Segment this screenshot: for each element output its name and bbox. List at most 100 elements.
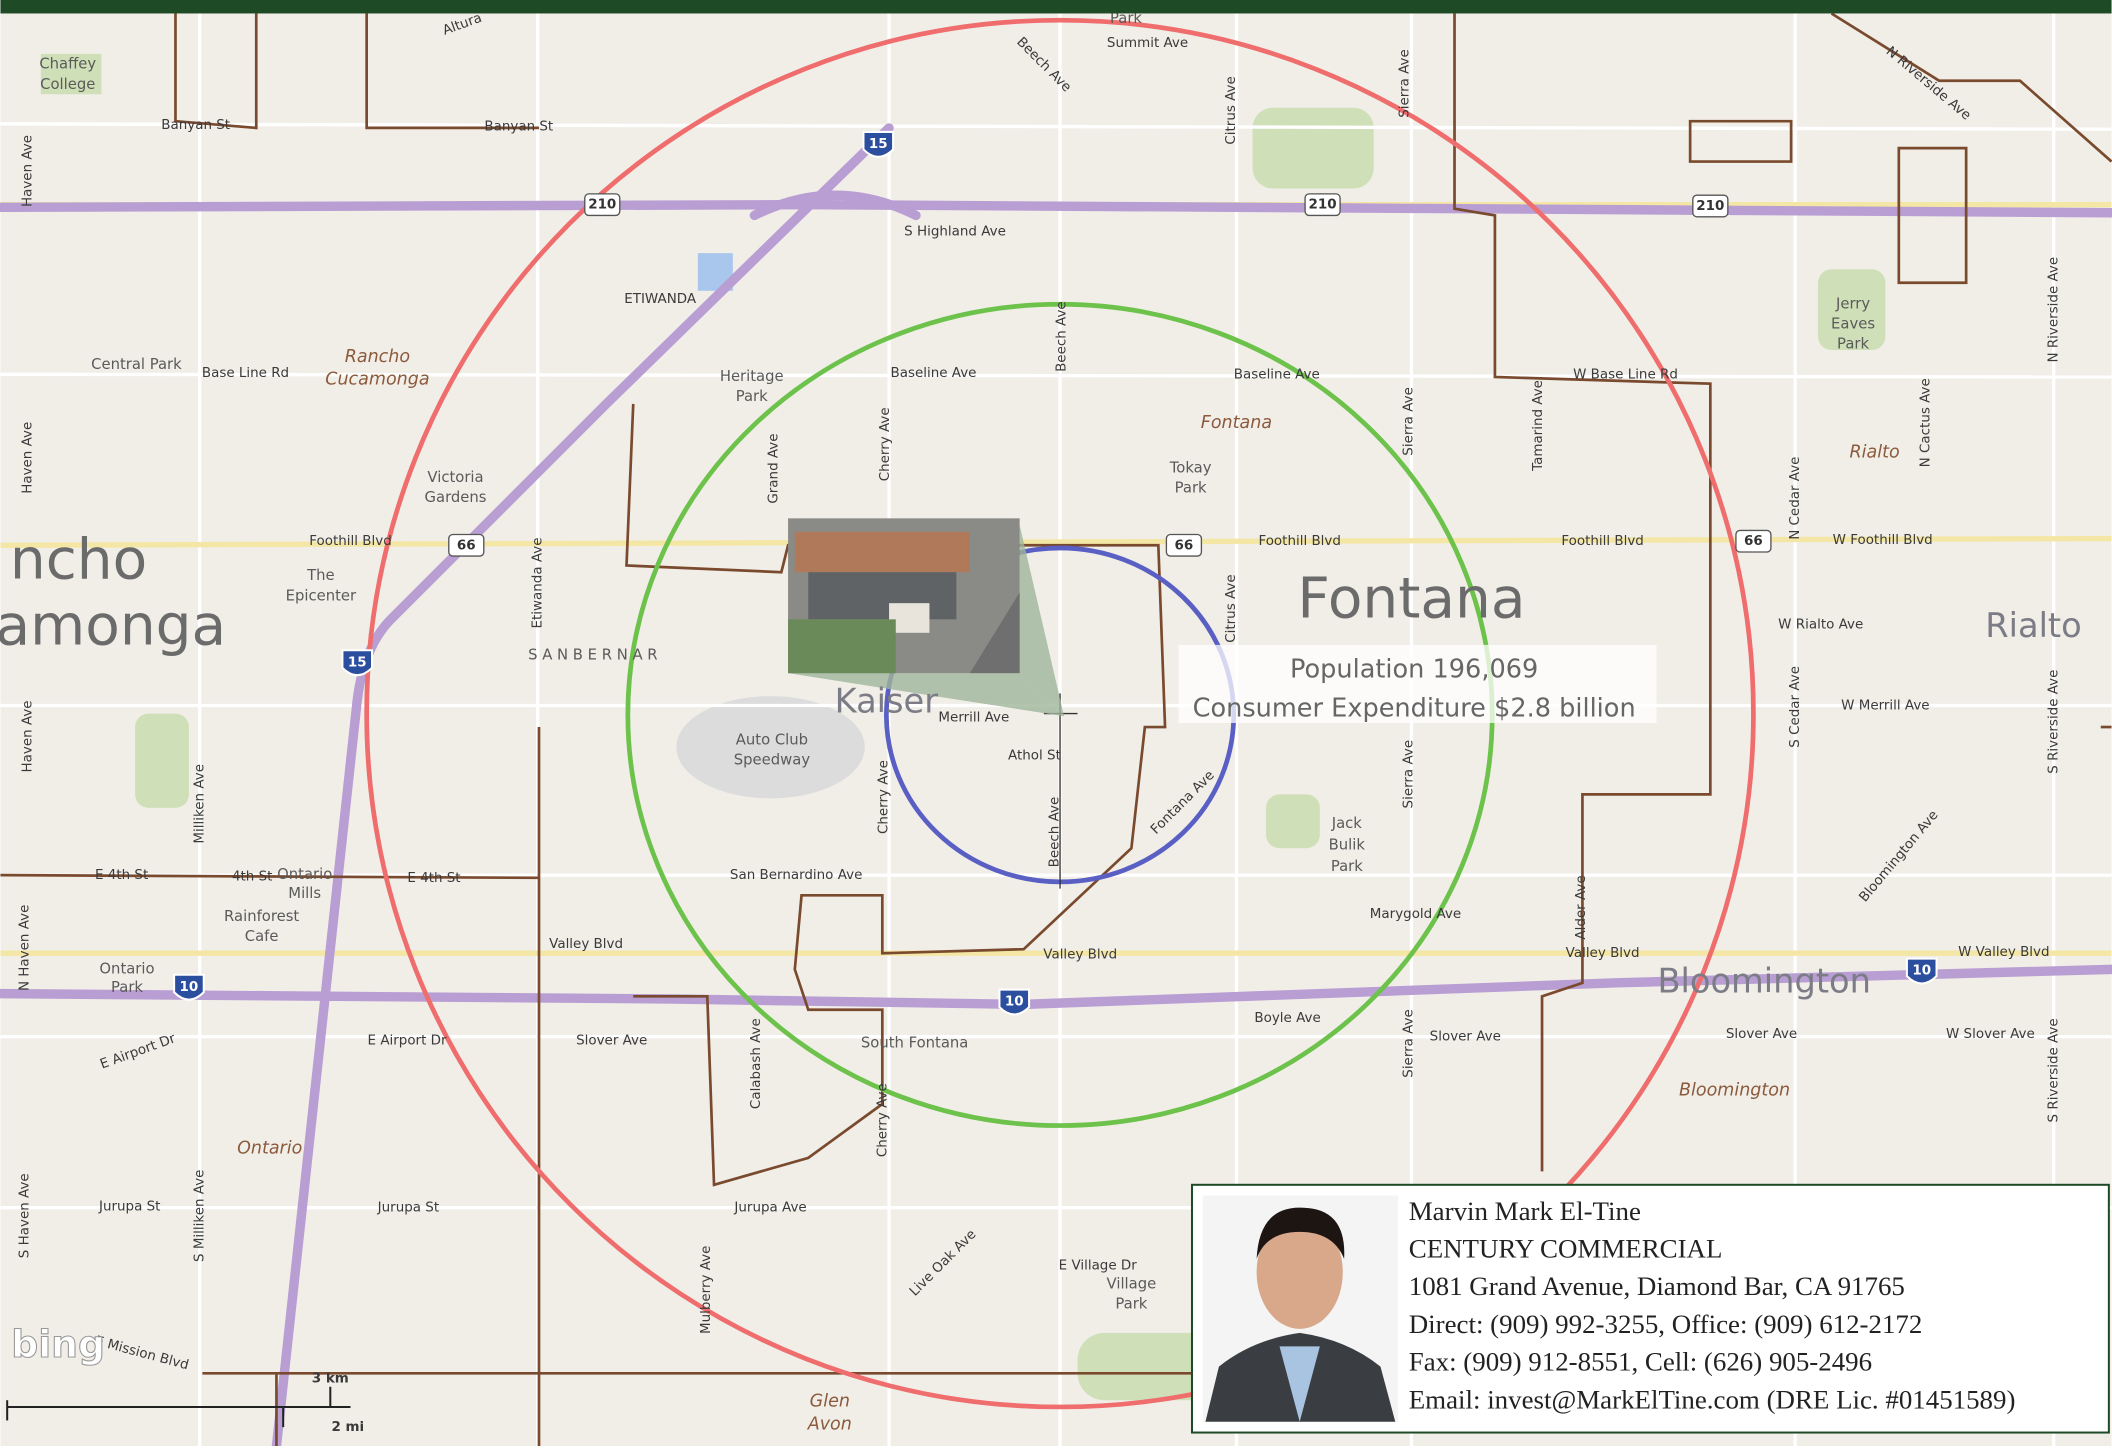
- map-label: Eaves: [1831, 315, 1875, 332]
- map-label: Bloomington: [1679, 1081, 1790, 1101]
- map-label: Baseline Ave: [1234, 367, 1320, 382]
- map-label: Slover Ave: [1726, 1027, 1797, 1042]
- map-label: Park: [736, 388, 768, 405]
- map-label: E Airport Dr: [368, 1034, 447, 1049]
- shield-label: 10: [1005, 995, 1024, 1010]
- map-label: W Merrill Ave: [1841, 698, 1929, 713]
- contact-fax: Fax: (909) 912-8551, Cell: (626) 905-249…: [1409, 1347, 1872, 1377]
- map-label: Cherry Ave: [877, 760, 892, 834]
- map-label: Calabash Ave: [749, 1018, 764, 1109]
- map-label: Valley Blvd: [549, 937, 623, 952]
- contact-name: Marvin Mark El-Tine: [1409, 1196, 1641, 1226]
- contact-email: Email: invest@MarkElTine.com (DRE Lic. #…: [1409, 1384, 2016, 1414]
- map-label: Haven Ave: [20, 700, 35, 772]
- map-label: S Riverside Ave: [2047, 670, 2062, 774]
- map-label: E Village Dr: [1059, 1259, 1138, 1274]
- map-label: Park: [1837, 336, 1869, 353]
- map-label: Base Line Rd: [202, 366, 289, 381]
- shield-label: 15: [348, 655, 367, 670]
- map-label: Mills: [288, 885, 321, 902]
- map-label: San Bernardino Ave: [730, 868, 862, 883]
- map-label: Avon: [807, 1414, 852, 1434]
- map-label: Ontario: [277, 866, 332, 883]
- map-screenshot: Population 196,069 Consumer Expenditure …: [0, 0, 2112, 1446]
- map-label: S A N B E R N A R: [528, 647, 657, 664]
- map-label: Bloomington: [1657, 961, 1870, 1000]
- map-label: Beech Ave: [1054, 301, 1069, 372]
- map-label: N Cedar Ave: [1788, 457, 1803, 540]
- map-label: Epicenter: [286, 587, 357, 604]
- map-label: E 4th St: [407, 871, 460, 886]
- map-label: W Valley Blvd: [1958, 945, 2049, 960]
- map-label: College: [40, 76, 95, 93]
- shield-label: 10: [1912, 964, 1931, 979]
- map-label: ETIWANDA: [624, 292, 697, 307]
- map-label: Citrus Ave: [1224, 574, 1239, 642]
- map-label: W Slover Ave: [1946, 1027, 2035, 1042]
- contact-address: 1081 Grand Avenue, Diamond Bar, CA 91765: [1409, 1271, 1905, 1301]
- map-label: South Fontana: [861, 1034, 968, 1051]
- map-label: Grand Ave: [766, 433, 781, 503]
- map-label: Sierra Ave: [1398, 49, 1413, 118]
- map-label: Sierra Ave: [1402, 387, 1417, 456]
- map-label: Cherry Ave: [875, 1083, 890, 1157]
- map-label: S Highland Ave: [904, 225, 1006, 240]
- map-label: Haven Ave: [20, 422, 35, 494]
- map-label: Citrus Ave: [1224, 76, 1239, 144]
- map-label: Jerry: [1835, 295, 1870, 312]
- map-label: Banyan St: [484, 120, 553, 135]
- map-label: Heritage: [720, 368, 784, 385]
- map-label: Glen: [810, 1392, 850, 1412]
- map-label: Milliken Ave: [193, 764, 208, 844]
- map-label: W Rialto Ave: [1778, 618, 1863, 633]
- map-label: W Foothill Blvd: [1833, 533, 1933, 548]
- map-label: Rancho: [345, 347, 410, 367]
- map-label: ncho: [10, 527, 147, 592]
- map-label: N Riverside Ave: [2047, 257, 2062, 363]
- map-label: Athol St: [1008, 748, 1061, 763]
- map-label: N Haven Ave: [18, 905, 33, 991]
- shield-label: 10: [180, 980, 199, 995]
- map-label: Ontario: [237, 1138, 302, 1158]
- map-label: Bulik: [1329, 837, 1366, 854]
- map-label: Victoria: [427, 469, 483, 486]
- map-label: S Milliken Ave: [193, 1170, 208, 1262]
- map-label: Rialto: [1849, 442, 1899, 462]
- map-label: Rainforest: [224, 908, 299, 925]
- map-label: Village: [1107, 1275, 1157, 1292]
- map-label: Haven Ave: [20, 135, 35, 207]
- map-label: Beech Ave: [1048, 797, 1063, 868]
- map-label: Banyan St: [161, 118, 230, 133]
- top-bar: [0, 0, 2111, 13]
- map-label: Summit Ave: [1107, 36, 1188, 51]
- map-label: Alder Ave: [1574, 875, 1589, 939]
- map-label: Marygold Ave: [1370, 907, 1461, 922]
- map-label: Park: [1115, 1296, 1147, 1313]
- map-label: Cucamonga: [325, 370, 429, 390]
- map-label: Foothill Blvd: [309, 534, 391, 549]
- map-label: Chaffey: [39, 56, 96, 73]
- shield-label: 66: [1744, 534, 1763, 549]
- map-label: Foothill Blvd: [1258, 534, 1340, 549]
- map-label: Foothill Blvd: [1561, 534, 1643, 549]
- map-label: Park: [1175, 480, 1207, 497]
- contact-phones: Direct: (909) 992-3255, Office: (909) 61…: [1409, 1309, 1923, 1339]
- map-label: S Cedar Ave: [1788, 666, 1803, 748]
- map-label: Gardens: [425, 489, 487, 506]
- map-label: Slover Ave: [1430, 1030, 1501, 1045]
- map-label: Speedway: [734, 752, 811, 769]
- bing-logo: bing: [11, 1322, 105, 1366]
- map-label: Rialto: [1985, 606, 2081, 645]
- site-photo: [788, 518, 1020, 673]
- map-label: S Haven Ave: [18, 1173, 33, 1258]
- map-label: Park: [1331, 858, 1363, 875]
- map-label: amonga: [0, 593, 226, 658]
- shield-label: 210: [588, 198, 616, 213]
- map-label: Jack: [1331, 815, 1363, 832]
- map-label: The: [306, 567, 335, 584]
- map-label: E 4th St: [95, 868, 148, 883]
- map-label: Park: [111, 979, 143, 996]
- map-label: Valley Blvd: [1566, 946, 1640, 961]
- map-label: Merrill Ave: [938, 711, 1009, 726]
- map-label: 4th St: [232, 869, 272, 884]
